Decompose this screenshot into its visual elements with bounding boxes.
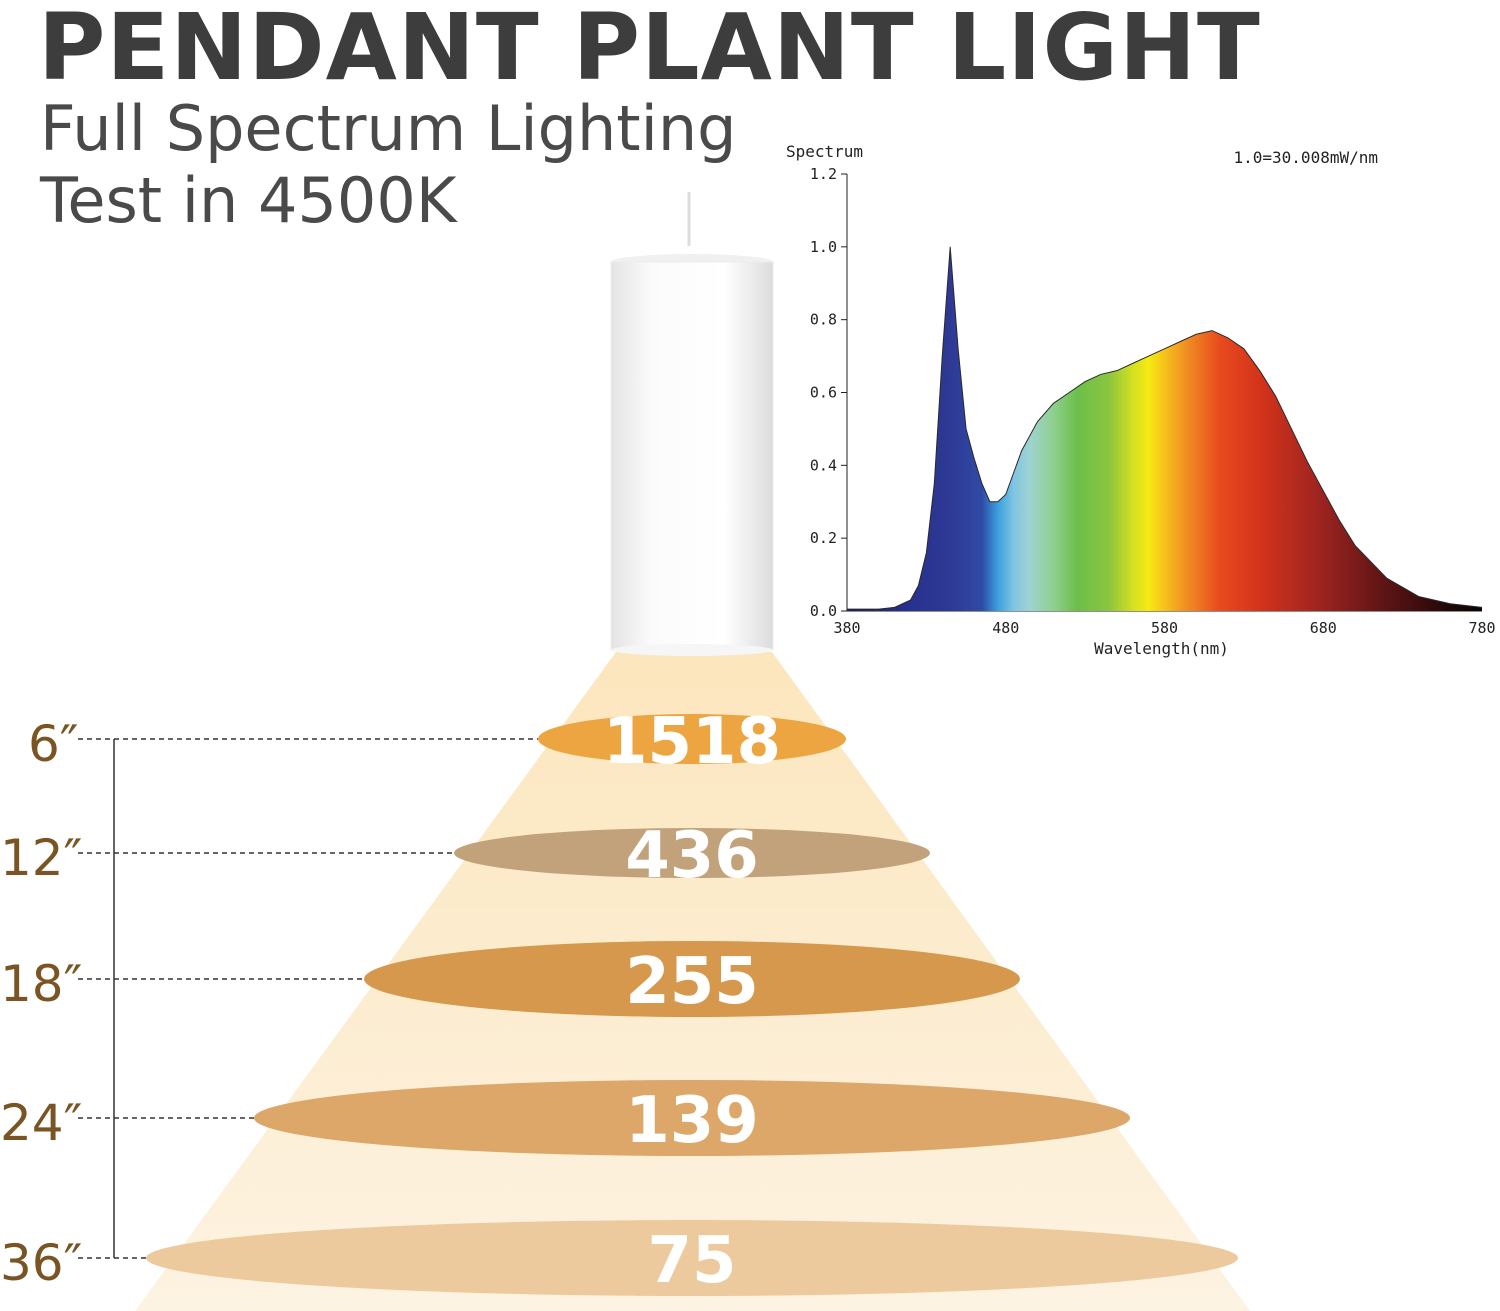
y-tick-label: 0.6 [810, 384, 837, 402]
spectrum-area [847, 246, 1482, 611]
ppfd-value: 75 [647, 1224, 736, 1298]
ppfd-value: 139 [625, 1084, 759, 1158]
x-tick-label: 780 [1468, 619, 1495, 637]
ppfd-rings: 1518 6″ 436 12″ 255 18″ 139 24″ 75 36″ [0, 705, 1238, 1298]
lamp-body [610, 261, 774, 651]
ppfd-value: 255 [625, 945, 759, 1019]
x-tick-label: 580 [1151, 619, 1178, 637]
subtitle-line-1: Full Spectrum Lighting [40, 92, 737, 165]
page-title: PENDANT PLANT LIGHT [38, 0, 1261, 101]
y-tick-label: 1.0 [810, 238, 837, 256]
distance-label: 12″ [0, 829, 82, 887]
ppfd-ring [254, 1080, 1130, 1156]
distance-label: 18″ [0, 955, 82, 1013]
y-tick-label: 0.4 [810, 456, 837, 474]
x-tick-label: 480 [992, 619, 1019, 637]
x-tick-label: 680 [1310, 619, 1337, 637]
ppfd-ring [146, 1220, 1238, 1296]
x-axis: 380 480 580 680 780 [833, 610, 1496, 637]
ppfd-ring [364, 941, 1020, 1017]
ppfd-value: 1518 [603, 705, 781, 779]
spectrum-line [847, 246, 1483, 610]
distance-label: 24″ [0, 1094, 82, 1152]
ppfd-value: 436 [625, 819, 759, 893]
subtitle-line-2: Test in 4500K [40, 164, 457, 237]
ppfd-ring [454, 828, 930, 878]
chart-annotation: 1.0=30.008mW/nm [1234, 148, 1379, 167]
ppfd-ring [538, 714, 846, 764]
chart-title: Spectrum [786, 142, 863, 161]
y-tick-label: 1.2 [810, 165, 837, 183]
lamp-bottom [611, 644, 773, 656]
x-axis-label: Wavelength(nm) [1094, 639, 1229, 658]
y-tick-label: 0.0 [810, 602, 837, 620]
y-tick-label: 0.2 [810, 529, 837, 547]
spectrum-chart: Spectrum 1.0=30.008mW/nm 0.0 0.2 0.4 0.6 0.8… [786, 142, 1496, 658]
x-tick-label: 380 [833, 619, 860, 637]
y-axis: 0.0 0.2 0.4 0.6 0.8 1.0 1.2 [810, 165, 848, 620]
distance-label: 36″ [0, 1234, 82, 1292]
distance-label: 6″ [28, 715, 79, 773]
y-tick-label: 0.8 [810, 311, 837, 329]
